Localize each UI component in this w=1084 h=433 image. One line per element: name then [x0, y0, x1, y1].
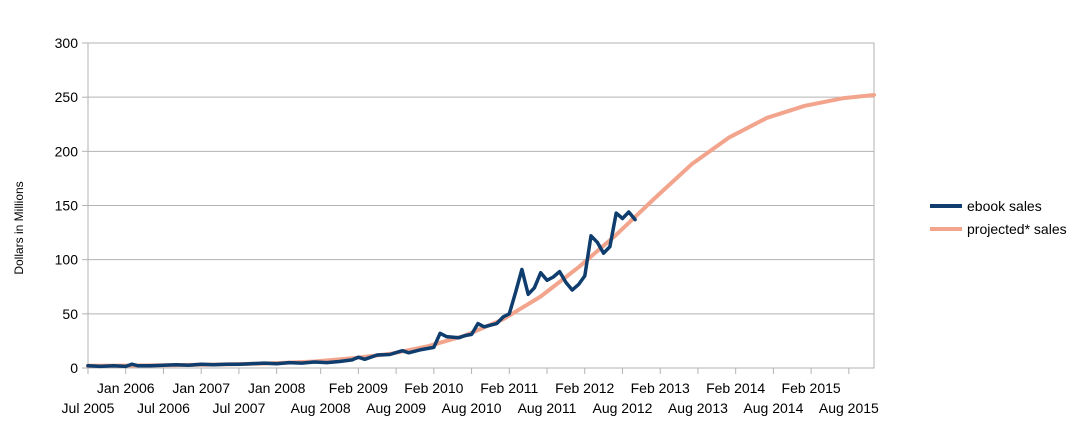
- x-tick-label-lower: Jul 2007: [212, 400, 265, 416]
- y-axis-ticks: 0 50 100 150 200 250 300: [55, 35, 88, 376]
- y-tick-label: 100: [55, 252, 79, 268]
- legend-label-projected: projected* sales: [967, 221, 1067, 237]
- x-tick-label-upper: Feb 2014: [706, 380, 765, 396]
- ebook-sales-line: [86, 210, 637, 369]
- x-tick-label-upper: Feb 2015: [782, 380, 841, 396]
- x-tick-label-upper: Feb 2009: [329, 380, 388, 396]
- x-tick-label-lower: Aug 2011: [518, 400, 577, 416]
- y-axis-title: Dollars in Millions: [12, 181, 26, 274]
- legend: ebook sales projected* sales: [930, 198, 1067, 237]
- x-tick-label-lower: Jul 2006: [137, 400, 190, 416]
- y-tick-label: 0: [70, 360, 78, 376]
- y-tick-label: 250: [55, 89, 79, 105]
- series-lines: [86, 93, 876, 369]
- x-tick-label-upper: Jan 2008: [248, 380, 306, 396]
- y-tick-label: 200: [55, 143, 79, 159]
- x-tick-label-lower: Aug 2014: [743, 400, 803, 416]
- x-tick-label-lower: Aug 2015: [819, 400, 879, 416]
- x-tick-label-upper: Jan 2006: [97, 380, 155, 396]
- y-tick-label: 50: [62, 306, 78, 322]
- y-tick-label: 150: [55, 198, 79, 214]
- gridlines: [88, 42, 874, 369]
- x-tick-label-upper: Jan 2007: [172, 380, 230, 396]
- x-tick-label-lower: Aug 2009: [366, 400, 426, 416]
- x-tick-label-lower: Aug 2008: [291, 400, 351, 416]
- y-tick-label: 300: [55, 35, 79, 51]
- x-tick-label-upper: Feb 2011: [480, 380, 538, 396]
- legend-label-ebook: ebook sales: [967, 198, 1042, 214]
- x-tick-label-lower: Aug 2010: [442, 400, 502, 416]
- x-tick-label-upper: Feb 2012: [555, 380, 614, 396]
- x-tick-label-lower: Jul 2005: [62, 400, 115, 416]
- x-tick-label-upper: Feb 2013: [631, 380, 690, 396]
- x-axis-ticks: Jan 2006 Jan 2007 Jan 2008 Feb 2009 Feb 2010…: [62, 368, 879, 416]
- x-tick-label-lower: Aug 2012: [593, 400, 653, 416]
- x-tick-label-upper: Feb 2010: [404, 380, 463, 396]
- x-tick-label-lower: Aug 2013: [668, 400, 728, 416]
